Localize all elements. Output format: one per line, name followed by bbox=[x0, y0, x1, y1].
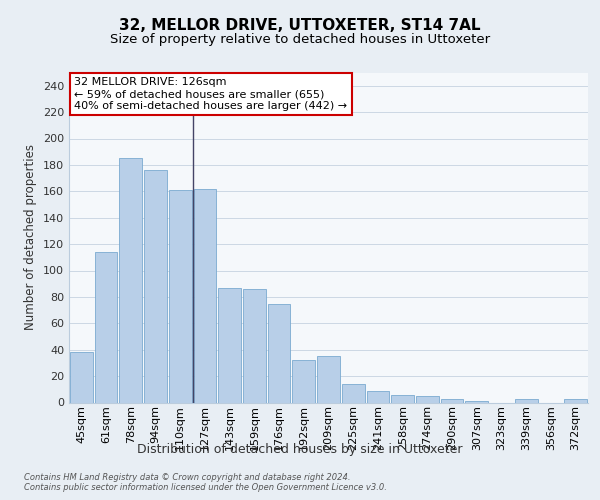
Bar bbox=[564, 398, 587, 402]
Text: 32, MELLOR DRIVE, UTTOXETER, ST14 7AL: 32, MELLOR DRIVE, UTTOXETER, ST14 7AL bbox=[119, 18, 481, 32]
Bar bbox=[169, 190, 191, 402]
Bar bbox=[243, 289, 266, 403]
Bar bbox=[95, 252, 118, 402]
Bar bbox=[292, 360, 315, 403]
Bar bbox=[342, 384, 365, 402]
Bar bbox=[268, 304, 290, 402]
Bar bbox=[218, 288, 241, 403]
Bar bbox=[367, 390, 389, 402]
Bar bbox=[441, 398, 463, 402]
Bar bbox=[119, 158, 142, 402]
Text: Distribution of detached houses by size in Uttoxeter: Distribution of detached houses by size … bbox=[137, 442, 463, 456]
Text: 32 MELLOR DRIVE: 126sqm
← 59% of detached houses are smaller (655)
40% of semi-d: 32 MELLOR DRIVE: 126sqm ← 59% of detache… bbox=[74, 78, 347, 110]
Text: Contains HM Land Registry data © Crown copyright and database right 2024.
Contai: Contains HM Land Registry data © Crown c… bbox=[24, 472, 387, 492]
Bar bbox=[70, 352, 93, 403]
Bar bbox=[194, 188, 216, 402]
Y-axis label: Number of detached properties: Number of detached properties bbox=[25, 144, 37, 330]
Bar bbox=[466, 401, 488, 402]
Bar bbox=[416, 396, 439, 402]
Bar bbox=[391, 394, 414, 402]
Text: Size of property relative to detached houses in Uttoxeter: Size of property relative to detached ho… bbox=[110, 32, 490, 46]
Bar bbox=[144, 170, 167, 402]
Bar bbox=[317, 356, 340, 403]
Bar bbox=[515, 398, 538, 402]
